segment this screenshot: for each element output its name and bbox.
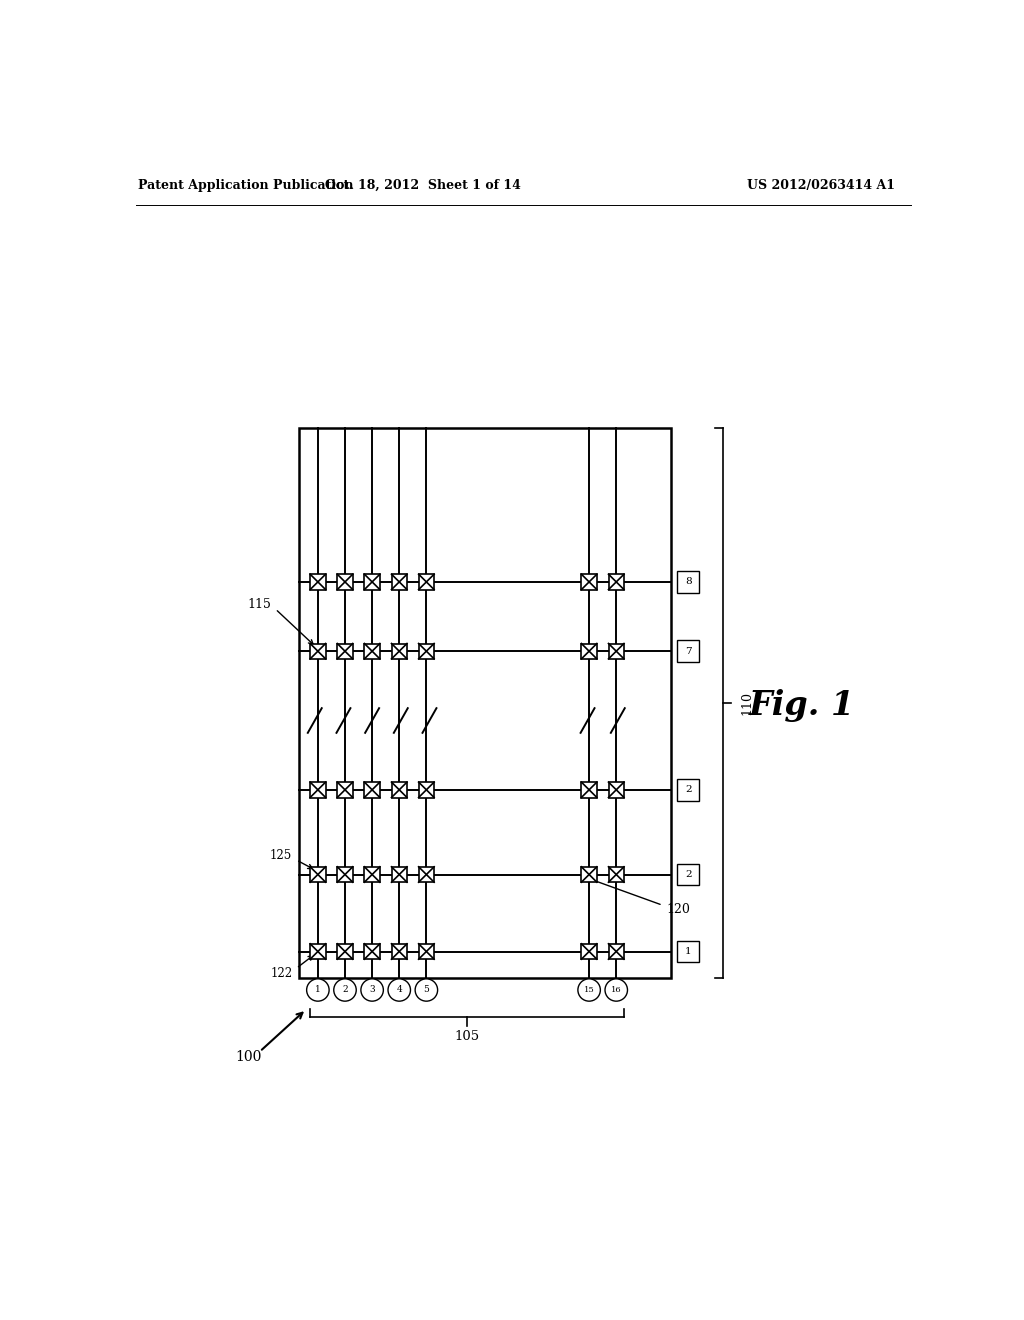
- Bar: [678, 640, 699, 663]
- Bar: [391, 781, 407, 797]
- Bar: [678, 941, 699, 962]
- Text: 105: 105: [455, 1030, 479, 1043]
- Text: 125: 125: [270, 849, 292, 862]
- Text: 1: 1: [685, 946, 691, 956]
- Text: Oct. 18, 2012  Sheet 1 of 14: Oct. 18, 2012 Sheet 1 of 14: [325, 178, 520, 191]
- Bar: [582, 574, 597, 590]
- Bar: [419, 867, 434, 882]
- Bar: [337, 867, 352, 882]
- Bar: [582, 867, 597, 882]
- Bar: [608, 781, 624, 797]
- Bar: [365, 574, 380, 590]
- Circle shape: [605, 979, 628, 1001]
- Bar: [310, 644, 326, 659]
- Text: 100: 100: [234, 1049, 261, 1064]
- Text: 115: 115: [248, 598, 271, 611]
- Bar: [419, 644, 434, 659]
- Text: 122: 122: [270, 966, 292, 979]
- Circle shape: [578, 979, 600, 1001]
- Text: 8: 8: [685, 577, 691, 586]
- Bar: [678, 779, 699, 800]
- Bar: [608, 574, 624, 590]
- Bar: [337, 644, 352, 659]
- Bar: [337, 574, 352, 590]
- Bar: [678, 863, 699, 886]
- Circle shape: [334, 979, 356, 1001]
- Bar: [365, 644, 380, 659]
- Bar: [310, 574, 326, 590]
- Bar: [419, 781, 434, 797]
- Text: 4: 4: [396, 986, 402, 994]
- Bar: [391, 944, 407, 960]
- Bar: [391, 644, 407, 659]
- Text: 110: 110: [740, 692, 754, 715]
- Bar: [391, 867, 407, 882]
- Bar: [608, 867, 624, 882]
- Text: 2: 2: [342, 986, 348, 994]
- Text: 5: 5: [424, 986, 429, 994]
- Bar: [419, 944, 434, 960]
- Text: 120: 120: [667, 903, 690, 916]
- Bar: [419, 574, 434, 590]
- Text: 16: 16: [611, 986, 622, 994]
- Bar: [365, 781, 380, 797]
- Text: 15: 15: [584, 986, 595, 994]
- Bar: [310, 944, 326, 960]
- Bar: [310, 867, 326, 882]
- Text: 7: 7: [685, 647, 691, 656]
- Text: Patent Application Publication: Patent Application Publication: [138, 178, 353, 191]
- Bar: [365, 944, 380, 960]
- Bar: [337, 781, 352, 797]
- Bar: [582, 781, 597, 797]
- Bar: [678, 572, 699, 593]
- Circle shape: [388, 979, 411, 1001]
- Bar: [299, 428, 671, 978]
- Text: 2: 2: [685, 870, 691, 879]
- Text: 3: 3: [370, 986, 375, 994]
- Circle shape: [415, 979, 437, 1001]
- Text: 2: 2: [685, 785, 691, 795]
- Bar: [608, 644, 624, 659]
- Bar: [582, 644, 597, 659]
- Bar: [365, 867, 380, 882]
- Bar: [337, 944, 352, 960]
- Text: Fig. 1: Fig. 1: [750, 689, 855, 722]
- Circle shape: [306, 979, 329, 1001]
- Bar: [608, 944, 624, 960]
- Circle shape: [360, 979, 383, 1001]
- Bar: [391, 574, 407, 590]
- Text: US 2012/0263414 A1: US 2012/0263414 A1: [748, 178, 895, 191]
- Bar: [310, 781, 326, 797]
- Text: 1: 1: [315, 986, 321, 994]
- Bar: [582, 944, 597, 960]
